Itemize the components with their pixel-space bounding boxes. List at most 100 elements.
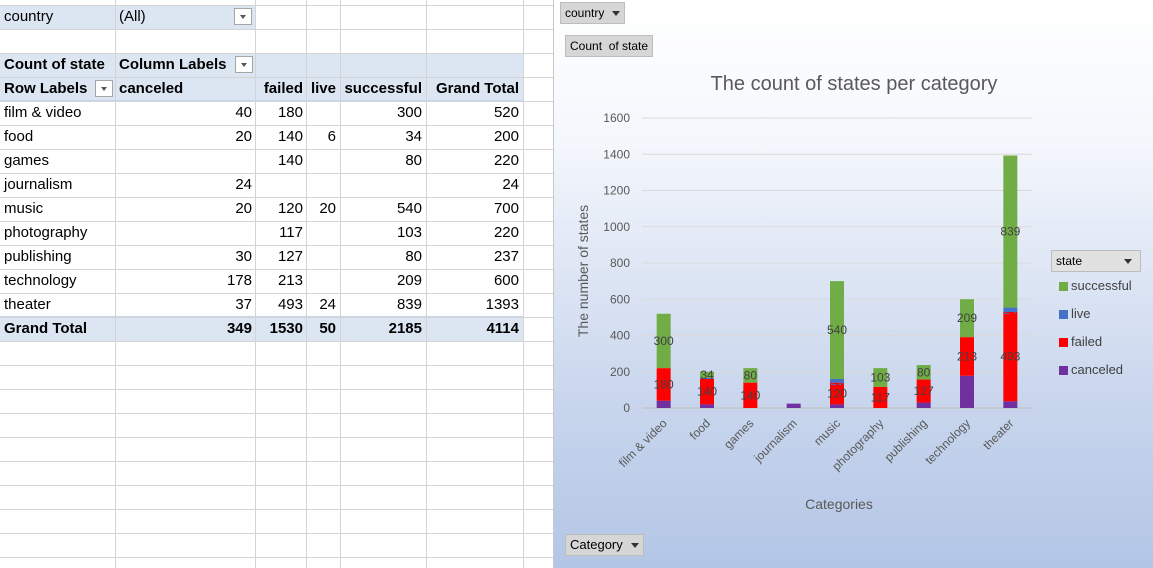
country-field-button[interactable]: country [560,2,626,24]
row-gridline [0,53,553,54]
table-cell: 520 [493,104,519,121]
row-gridline [0,197,553,198]
header-underline [0,100,523,101]
legend-swatch [1059,366,1068,375]
row-gridline [0,173,553,174]
legend-item-failed: failed [1059,334,1102,349]
table-cell: 200 [493,128,519,145]
pivot-chart[interactable]: country Count of state Category The coun… [553,0,1153,568]
row-labels-dropdown-button[interactable] [95,80,113,97]
row-gridline [0,5,553,6]
grand-total-cell: 1530 [269,320,303,337]
data-label-successful: 80 [744,368,758,382]
row-gridline [0,485,553,486]
row-gridline [0,413,553,414]
table-cell: 103 [396,224,422,241]
grand-total-cell: 2185 [388,320,422,337]
table-cell: 540 [396,200,422,217]
chart-title: The count of states per category [711,73,998,95]
data-label-failed: 493 [1000,350,1020,364]
table-cell: 213 [277,272,303,289]
table-cell: 37 [235,296,252,313]
filter-dropdown-button[interactable] [234,8,252,25]
chevron-down-icon [1124,259,1132,264]
y-tick-label: 200 [610,365,630,379]
x-tick-label: music [811,416,843,448]
row-gridline [0,125,553,126]
table-cell [303,173,336,197]
col-header-failed: failed [263,80,303,97]
table-cell: 20 [319,200,336,217]
y-tick-label: 1200 [603,184,630,198]
filter-label: country [4,8,54,25]
table-cell: 120 [277,200,303,217]
x-axis-title: Categories [805,496,873,512]
bar-segment-successful [916,365,931,380]
legend-item-canceled: canceled [1059,362,1123,377]
x-tick-label: technology [922,416,973,467]
spreadsheet: country (All) Count of state Column Labe… [0,0,553,568]
data-label-failed: 180 [654,377,674,391]
row-label: games [4,152,50,169]
bar-segment-canceled [960,375,974,408]
table-cell [303,269,336,293]
grand-total-cell: 349 [226,320,252,337]
data-label-successful: 34 [700,368,714,382]
chevron-down-icon [630,543,639,549]
table-cell: 140 [277,152,303,169]
y-tick-label: 1000 [603,220,630,234]
col-header-successful: successful [344,80,422,97]
data-label-failed: 213 [957,349,977,363]
col-header-grand-total: Grand Total [435,80,519,97]
row-gridline [0,365,553,366]
row-gridline [0,221,553,222]
grand-total-cell: 4114 [486,320,519,337]
filter-value[interactable]: (All) [119,8,146,25]
table-cell: 40 [235,104,252,121]
bar-segment-successful [830,281,844,379]
col-header-canceled: canceled [119,80,184,97]
column-gridline [523,0,524,568]
table-cell [115,149,252,173]
table-cell: 30 [235,248,252,265]
column-labels-dropdown-button[interactable] [235,56,253,73]
row-label: theater [4,296,51,313]
count-of-state-field-button[interactable]: Count of state [565,35,654,57]
column-gridline [426,0,427,568]
data-label-successful: 839 [1000,225,1020,239]
y-axis-title: The number of states [575,205,591,337]
table-cell [255,173,303,197]
y-tick-label: 600 [610,292,630,306]
country-field-label: country [565,6,605,20]
legend-label: canceled [1071,362,1124,377]
legend-label: live [1071,306,1091,321]
row-gridline [0,317,553,318]
total-overline [0,316,523,317]
table-cell: 220 [493,224,519,241]
bar-segment-canceled [916,402,931,408]
data-label-successful: 300 [654,334,674,348]
row-gridline [0,533,553,534]
bar-segment-successful [1003,155,1018,308]
bar-segment-failed [960,337,974,376]
row-label: technology [4,272,77,289]
column-gridline [340,0,341,568]
table-cell: 300 [396,104,422,121]
data-label-failed: 127 [914,384,934,398]
row-gridline [0,557,553,558]
column-labels-header: Column Labels [119,56,227,73]
bar-segment-successful [700,371,714,378]
bar-segment-failed [656,368,671,401]
table-cell: 127 [277,248,303,265]
legend-item-live: live [1059,306,1091,321]
data-label-successful: 540 [827,323,847,337]
column-gridline [115,0,116,568]
state-legend-field-button[interactable]: state [1051,250,1141,272]
row-label: photography [4,224,88,241]
value-field-header: Count of state [4,56,105,73]
row-label: food [4,128,34,145]
category-field-button[interactable]: Category [565,534,644,556]
x-tick-label: food [687,416,713,442]
table-cell: 20 [235,128,252,145]
table-cell [336,173,422,197]
